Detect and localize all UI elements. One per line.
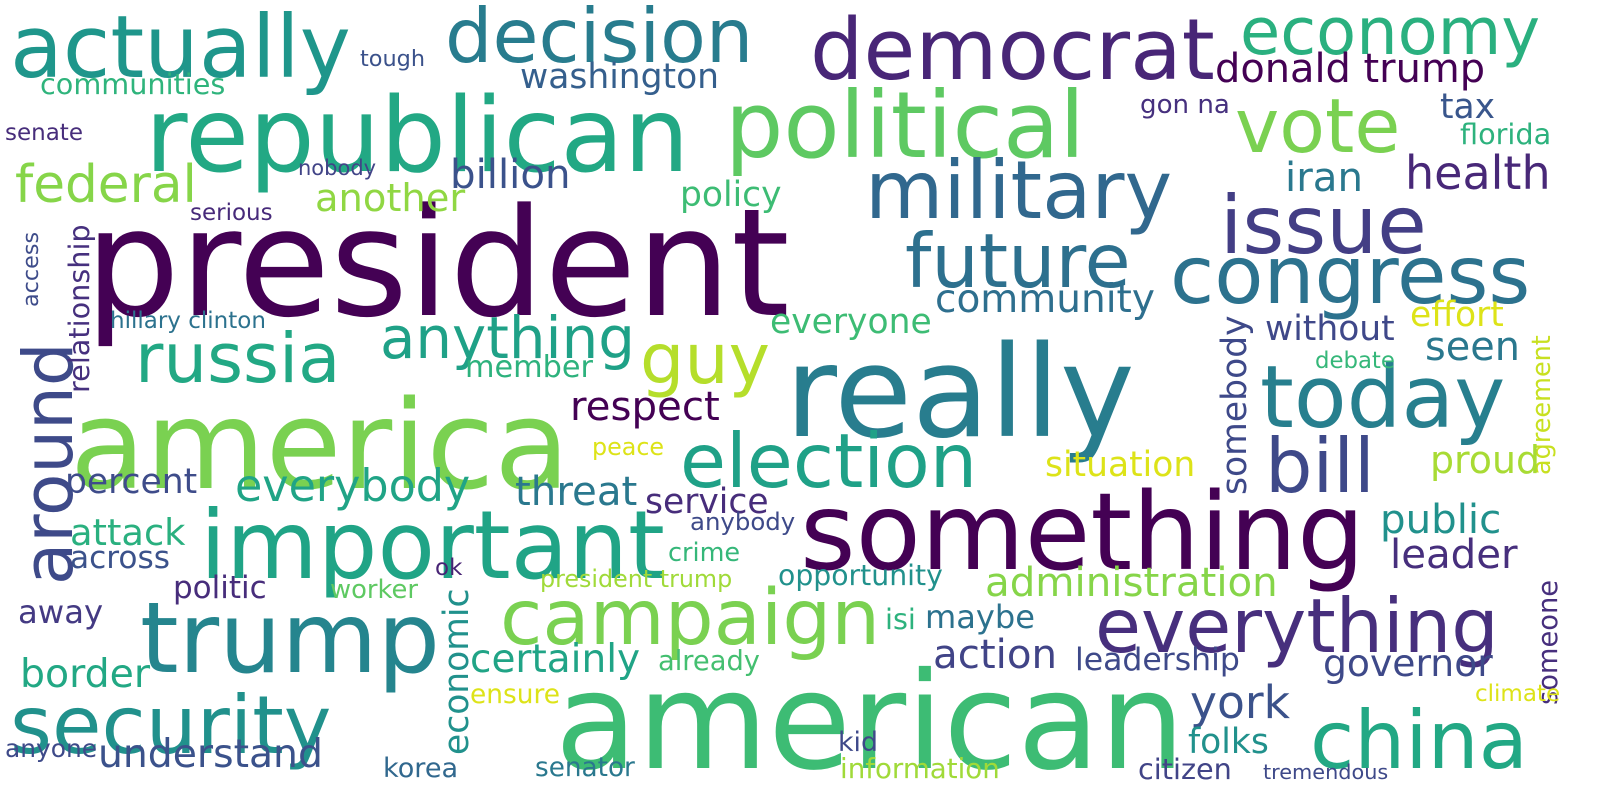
word-donald-trump: donald trump — [1215, 46, 1486, 92]
word-president: president — [85, 177, 790, 351]
word-russia: russia — [135, 319, 341, 399]
word-leadership: leadership — [1075, 642, 1240, 678]
word-already: already — [658, 646, 760, 677]
word-tough: tough — [360, 46, 426, 72]
word-certainly: certainly — [470, 637, 641, 682]
word-republican: republican — [145, 76, 690, 196]
word-gon-na: gon na — [1140, 90, 1230, 120]
word-american: american — [555, 643, 1185, 800]
word-away: away — [18, 593, 104, 632]
word-anybody: anybody — [690, 507, 796, 537]
word-member: member — [465, 349, 593, 385]
word-citizen: citizen — [1138, 752, 1232, 786]
word-actually: actually — [10, 0, 351, 98]
word-military: military — [865, 143, 1173, 237]
word-china: china — [1310, 693, 1528, 787]
word-administration: administration — [985, 559, 1278, 606]
word-situation: situation — [1045, 445, 1196, 485]
word-york: york — [1190, 676, 1291, 729]
word-everything: everything — [1095, 583, 1499, 670]
word-korea: korea — [383, 753, 459, 784]
word-nobody: nobody — [298, 156, 377, 180]
word-guy: guy — [640, 319, 771, 400]
word-across: across — [70, 540, 170, 576]
word-access: access — [18, 231, 44, 307]
word-future: future — [905, 218, 1131, 305]
word-border: border — [20, 651, 151, 697]
word-community: community — [935, 277, 1155, 323]
word-senator: senator — [535, 753, 635, 783]
word-something: something — [800, 471, 1365, 595]
word-climate: climate — [1475, 681, 1561, 707]
word-percent: percent — [65, 462, 198, 502]
word-understand: understand — [98, 732, 323, 778]
word-service: service — [645, 482, 769, 522]
word-democrat: democrat — [810, 0, 1215, 99]
word-action: action — [933, 631, 1058, 678]
word-communities: communities — [40, 67, 226, 101]
word-federal: federal — [15, 155, 197, 215]
word-president-trump: president trump — [540, 565, 733, 593]
word-another: another — [315, 176, 466, 221]
word-kid: kid — [838, 727, 878, 758]
word-public: public — [1380, 496, 1502, 543]
word-worker: worker — [330, 575, 418, 605]
word-leader: leader — [1390, 531, 1518, 578]
word-iran: iran — [1285, 154, 1363, 201]
word-respect: respect — [570, 383, 720, 430]
word-security: security — [10, 678, 332, 772]
word-campaign: campaign — [500, 573, 881, 663]
word-everyone: everyone — [770, 302, 932, 342]
word-proud: proud — [1430, 438, 1541, 482]
word-health: health — [1405, 146, 1551, 200]
word-opportunity: opportunity — [778, 559, 943, 592]
word-senate: senate — [5, 120, 83, 146]
word-congress: congress — [1170, 228, 1531, 322]
word-ensure: ensure — [470, 679, 560, 710]
word-election: election — [680, 418, 978, 505]
word-relationship: relationship — [62, 224, 96, 393]
word-economy: economy — [1240, 0, 1541, 70]
word-tremendous: tremendous — [1263, 760, 1389, 785]
word-seen: seen — [1425, 324, 1520, 370]
word-bill: bill — [1265, 423, 1375, 510]
word-attack: attack — [70, 511, 186, 554]
word-governor: governor — [1323, 641, 1493, 685]
word-anything: anything — [380, 304, 635, 372]
word-tax: tax — [1440, 87, 1496, 127]
word-everybody: everybody — [235, 461, 471, 512]
word-isi: isi — [885, 602, 916, 636]
word-ok: ok — [435, 555, 463, 581]
word-crime: crime — [668, 538, 741, 568]
word-florida: florida — [1460, 117, 1552, 151]
word-really: really — [785, 319, 1135, 466]
word-folks: folks — [1188, 722, 1269, 762]
word-washington: washington — [520, 57, 720, 97]
word-without: without — [1265, 309, 1395, 349]
word-hillary-clinton: hillary clinton — [110, 308, 266, 334]
word-politic: politic — [173, 570, 267, 606]
word-political: political — [725, 72, 1085, 179]
word-policy: policy — [680, 175, 782, 215]
word-somebody: somebody — [1215, 315, 1255, 495]
word-issue: issue — [1220, 178, 1427, 272]
word-information: information — [840, 752, 1000, 785]
word-threat: threat — [515, 468, 638, 515]
word-vote: vote — [1235, 83, 1401, 170]
word-peace: peace — [592, 432, 665, 461]
word-effort: effort — [1410, 295, 1504, 335]
word-billion: billion — [450, 151, 571, 198]
word-decision: decision — [445, 0, 754, 80]
word-america: america — [70, 375, 570, 518]
word-maybe: maybe — [925, 598, 1035, 637]
word-serious: serious — [190, 200, 273, 226]
word-debate: debate — [1315, 348, 1395, 374]
word-trump: trump — [140, 582, 441, 696]
word-today: today — [1260, 348, 1506, 448]
word-important: important — [200, 492, 665, 601]
word-anyone: anyone — [5, 734, 98, 763]
